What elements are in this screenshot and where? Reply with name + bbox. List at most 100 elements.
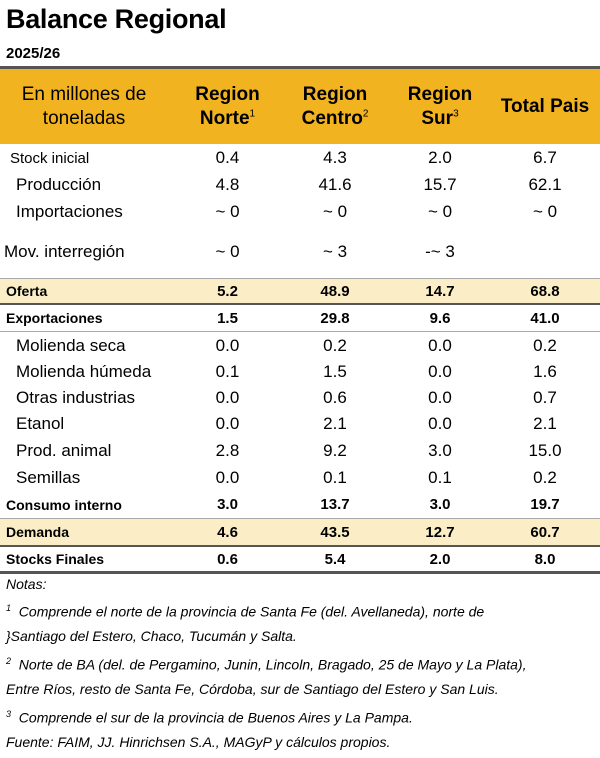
campaign-year: 2025/26 [6,45,61,62]
value-centro: 5.4 [324,550,346,568]
bottom-rule [0,571,600,574]
value-total: 1.6 [533,362,557,381]
value-sur: 15.7 [423,175,457,194]
row-consumo-interno: Consumo interno 3.0 13.7 3.0 19.7 [0,491,600,518]
value-sur: 3.0 [429,496,451,513]
value-norte: 0.6 [217,550,238,568]
source-note: Fuente: FAIM, JJ. Hinrichsen S.A., MAGyP… [6,734,391,750]
row-label: Molienda seca [16,335,126,355]
value-centro: 0.1 [323,467,347,487]
row-etanol: Etanol 0.0 2.1 0.0 2.1 [0,411,600,437]
row-label: Molienda húmeda [16,362,152,381]
value-total: 41.0 [530,309,560,327]
value-norte: 3.0 [217,496,238,513]
rule [0,518,600,519]
value-centro: ~ 3 [322,242,348,261]
value-total [490,238,600,266]
row-produccion: Producción 4.8 41.6 15.7 62.1 [0,172,600,198]
row-label: Producción [16,175,102,194]
note-2-cont: Entre Ríos, resto de Santa Fe, Córdoba, … [6,681,499,697]
row-prod-animal: Prod. animal 2.8 9.2 3.0 15.0 [0,437,600,464]
row-label: Stocks Finales [6,551,105,567]
value-centro: 13.7 [320,496,350,513]
value-sur: 0.0 [428,414,452,433]
value-centro: 1.5 [323,362,347,381]
value-norte: 0.1 [215,362,240,381]
header-region-centro: Region Centro2 [301,83,369,129]
value-total: 0.2 [533,335,557,355]
rule [0,331,600,332]
value-total: 6.7 [533,148,557,167]
row-label: Exportaciones [6,310,103,326]
row-demanda: Demanda 4.6 43.5 12.7 60.7 [0,519,600,545]
value-norte: 5.2 [217,282,238,300]
row-label: Stock inicial [10,149,90,167]
notes-heading: Notas: [6,576,47,592]
value-norte: 4.6 [217,523,238,541]
row-otras-industrias: Otras industrias 0.0 0.6 0.0 0.7 [0,385,600,411]
value-sur: -~ 3 [425,242,455,261]
value-norte: 0.0 [215,335,240,355]
value-sur: 3.0 [428,440,452,460]
row-stock-inicial: Stock inicial 0.4 4.3 2.0 6.7 [0,146,600,170]
value-total: 68.8 [530,282,560,300]
row-label: Importaciones [16,201,123,221]
row-label: Oferta [6,283,48,299]
row-label: Otras industrias [16,388,136,407]
row-oferta: Oferta 5.2 48.9 14.7 68.8 [0,279,600,303]
header-region-norte: Region Norte1 [195,83,260,129]
header-units-label: En millones de toneladas [21,83,147,129]
row-label: Mov. interregión [4,242,125,261]
value-sur: 2.0 [429,550,451,568]
rule [0,278,600,279]
row-label: Etanol [16,414,65,433]
table-header-band [0,69,600,144]
value-centro: ~ 0 [322,201,348,221]
rule [0,303,600,305]
value-total: 15.0 [528,440,562,460]
row-exportaciones: Exportaciones 1.5 29.8 9.6 41.0 [0,305,600,331]
value-norte: 0.0 [215,388,240,407]
value-norte: ~ 0 [215,242,240,261]
value-centro: 9.2 [323,440,347,460]
value-total: 8.0 [534,550,556,568]
row-importaciones: Importaciones ~ 0 ~ 0 ~ 0 ~ 0 [0,198,600,225]
value-sur: 9.6 [429,309,451,327]
row-label: Semillas [16,467,81,487]
value-norte: 2.8 [215,440,240,460]
value-sur: 12.7 [425,523,455,541]
value-norte: 0.0 [215,467,240,487]
value-norte: 4.8 [215,175,240,194]
value-total: 60.7 [530,523,560,541]
value-norte: ~ 0 [215,201,240,221]
value-norte: 0.4 [215,148,240,167]
row-molienda-humeda: Molienda húmeda 0.1 1.5 0.0 1.6 [0,359,600,385]
value-centro: 0.2 [323,335,347,355]
value-total: 62.1 [528,175,562,194]
value-centro: 4.3 [323,148,347,167]
value-total: 0.2 [533,467,557,487]
note-3: 3 Comprende el sur de la provincia de Bu… [6,709,413,726]
note-1-cont: }Santiago del Estero, Chaco, Tucumán y S… [6,628,297,644]
value-sur: 14.7 [425,282,455,300]
value-centro: 0.6 [323,388,347,407]
value-centro: 29.8 [320,309,350,327]
value-total: 0.7 [533,388,557,407]
value-centro: 43.5 [320,523,350,541]
value-norte: 1.5 [217,309,238,327]
value-centro: 2.1 [323,414,347,433]
value-norte: 0.0 [215,414,240,433]
note-1: 1 Comprende el norte de la provincia de … [6,603,485,620]
note-2: 2 Norte de BA (del. de Pergamino, Junin,… [6,656,527,673]
rule [0,545,600,547]
value-total: 19.7 [530,496,560,513]
row-label: Consumo interno [6,496,122,513]
value-sur: 0.0 [428,388,452,407]
value-total: 2.1 [533,414,557,433]
row-label: Prod. animal [16,440,112,460]
header-region-sur: Region Sur3 [407,83,473,129]
value-sur: 2.0 [428,148,452,167]
row-stocks-finales: Stocks Finales 0.6 5.4 2.0 8.0 [0,547,600,571]
value-sur: 0.0 [428,335,452,355]
page-title: Balance Regional [6,4,227,34]
